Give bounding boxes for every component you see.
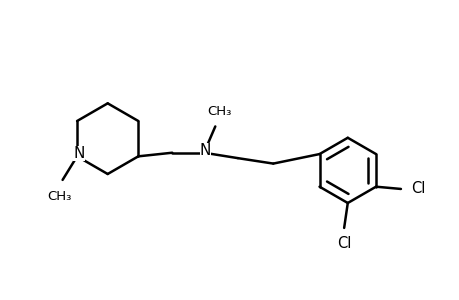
Text: Cl: Cl [410, 182, 425, 196]
Text: N: N [73, 146, 84, 161]
Text: CH₃: CH₃ [47, 190, 71, 203]
Text: N: N [199, 143, 211, 158]
Text: Cl: Cl [336, 236, 351, 251]
Text: CH₃: CH₃ [207, 105, 231, 118]
